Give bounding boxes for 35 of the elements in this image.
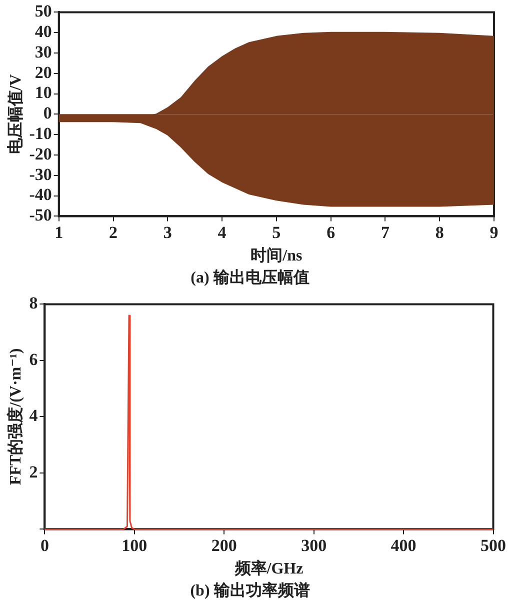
x-tick-label: 4 xyxy=(218,222,227,242)
y-tick-label: -40 xyxy=(29,185,52,204)
x-tick-label: 200 xyxy=(211,536,237,555)
x-tick-label: 100 xyxy=(122,536,148,555)
x-axis-title: 频率/GHz xyxy=(234,558,304,578)
x-tick-label: 7 xyxy=(380,222,390,242)
x-axis-title: 时间/ns xyxy=(250,246,302,264)
x-tick-label: 400 xyxy=(390,536,416,555)
text: (b) 输出功率频谱 xyxy=(190,580,310,600)
y-tick-label: 4 xyxy=(29,406,38,426)
y-tick-label: 2 xyxy=(29,462,38,482)
x-tick-label: 300 xyxy=(301,536,327,555)
y-tick-label: 40 xyxy=(34,22,52,41)
y-tick-label: -50 xyxy=(29,206,52,225)
y-tick-label: 30 xyxy=(34,42,52,62)
y-tick-label: 50 xyxy=(34,2,52,21)
x-tick-label: 3 xyxy=(163,222,172,242)
x-tick-label: 5 xyxy=(272,222,281,242)
y-tick-label: 8 xyxy=(29,294,38,313)
y-tick-label: 20 xyxy=(34,62,52,82)
x-tick-label: 8 xyxy=(435,222,444,242)
x-tick-label: 9 xyxy=(490,222,498,242)
y-axis-title: FFT的强度/(V·m⁻¹) xyxy=(6,348,25,486)
y-tick-label: -20 xyxy=(29,144,52,164)
y-tick-label: 0 xyxy=(43,104,52,123)
x-tick-label: 1 xyxy=(54,222,64,242)
x-tick-label: 6 xyxy=(326,222,336,242)
y-tick-label: 6 xyxy=(29,350,38,369)
x-tick-label: 2 xyxy=(109,222,118,242)
y-tick-label: 10 xyxy=(34,83,52,102)
y-tick-label: -30 xyxy=(29,164,52,184)
y-axis-title: 电压幅值/V xyxy=(6,74,25,154)
y-tick-label: -10 xyxy=(29,124,52,143)
text: (a) 输出电压幅值 xyxy=(190,268,310,287)
x-tick-label: 500 xyxy=(480,536,506,555)
